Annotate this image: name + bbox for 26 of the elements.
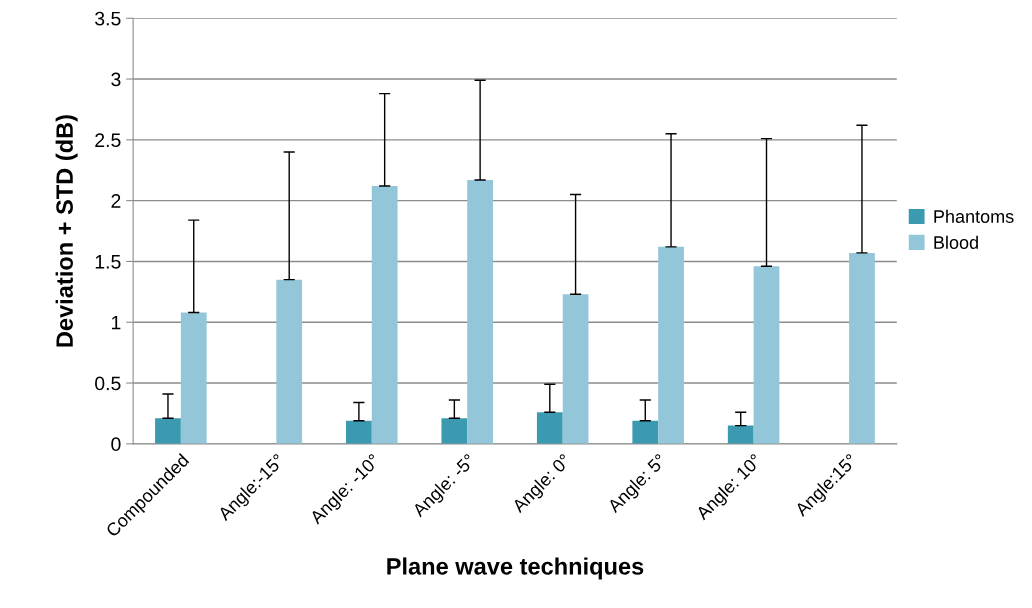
y-tick-label: 1 xyxy=(111,315,121,330)
y-axis-title: Deviation + STD (dB) xyxy=(55,115,78,347)
legend-label: Phantoms xyxy=(934,209,1014,223)
bar xyxy=(371,186,398,444)
y-tick-label: 3 xyxy=(111,72,121,87)
bar xyxy=(441,418,468,444)
x-axis-title: Plane wave techniques xyxy=(387,557,644,580)
y-tick-label: 1.5 xyxy=(95,255,121,269)
bar xyxy=(467,179,494,444)
bar xyxy=(536,412,563,444)
bar xyxy=(632,420,659,444)
bar xyxy=(155,418,181,444)
bar xyxy=(753,266,780,444)
y-tick-label: 0.5 xyxy=(95,376,121,391)
y-tick-label: 2 xyxy=(111,194,121,208)
bar xyxy=(276,279,303,444)
bar xyxy=(346,420,372,444)
bar xyxy=(727,425,754,444)
y-tick-label: 2.5 xyxy=(95,133,121,148)
bar xyxy=(562,294,589,444)
bar xyxy=(180,312,207,444)
y-tick-label: 3.5 xyxy=(95,11,121,26)
bar xyxy=(658,246,684,444)
y-tick-label: 0 xyxy=(111,437,121,452)
legend-label: Blood xyxy=(934,235,978,249)
bar xyxy=(849,252,875,444)
